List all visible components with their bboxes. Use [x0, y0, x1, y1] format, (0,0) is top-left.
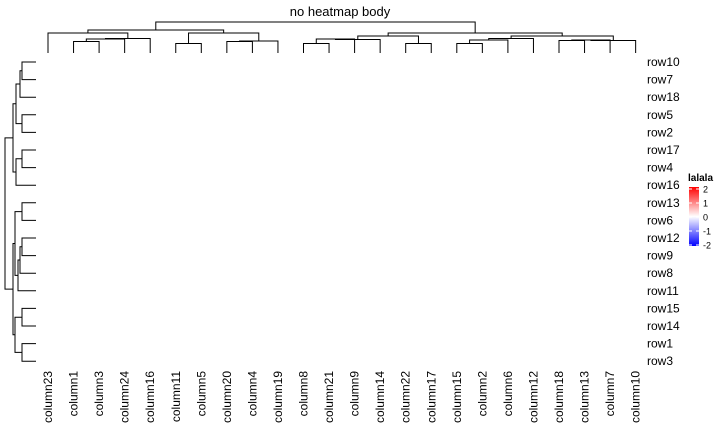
column-label: column7 [603, 371, 617, 417]
column-label: column18 [552, 371, 566, 423]
column-label: column16 [143, 371, 157, 423]
row-label: row11 [647, 284, 679, 298]
dendrogram-branch [571, 39, 611, 53]
column-dendrogram [47, 21, 637, 53]
column-label: column13 [578, 371, 592, 423]
dendrogram-branch [558, 40, 586, 53]
legend-tick-label: 0 [703, 213, 708, 223]
dendrogram-branch [47, 32, 129, 53]
dendrogram-branch [456, 43, 483, 53]
row-label: row18 [647, 90, 680, 104]
row-label: row6 [647, 213, 673, 227]
row-dendrogram [4, 61, 36, 362]
column-label: column20 [220, 371, 234, 423]
dendrogram-branch [21, 149, 36, 169]
dendrogram-branch [590, 40, 637, 53]
legend-tick-label: -1 [703, 227, 711, 237]
column-label: column21 [322, 371, 336, 423]
row-label: row8 [647, 266, 673, 280]
column-label: column17 [424, 371, 438, 423]
dendrogram-branch [21, 61, 36, 81]
legend-tick-label: -2 [703, 241, 711, 251]
column-label: column2 [475, 371, 489, 417]
dendrogram-branch [21, 114, 36, 133]
dendrogram-branch [15, 158, 36, 186]
row-label: row14 [647, 319, 680, 333]
dendrogram-branch [104, 38, 151, 53]
column-label: column1 [67, 371, 81, 417]
legend-color-bar [689, 187, 699, 246]
dendrogram-branch [15, 83, 22, 125]
dendrogram-branch [14, 316, 22, 353]
column-label: column3 [92, 371, 106, 417]
column-label: column24 [118, 371, 132, 423]
legend-tick-label: 1 [703, 199, 708, 209]
row-label: row17 [647, 143, 680, 157]
column-label: column22 [399, 371, 413, 423]
legend-title: lalala [688, 173, 713, 184]
dendrogram-branch [155, 21, 476, 33]
dendrogram-branch [4, 137, 13, 290]
dendrogram-branch [175, 43, 202, 53]
column-label: column10 [629, 371, 643, 423]
row-label: row16 [647, 178, 680, 192]
dendrogram-branch [21, 237, 36, 257]
dendrogram-branch [488, 38, 534, 53]
row-label: row10 [647, 55, 680, 69]
row-label: row13 [647, 196, 680, 210]
dendrogram-branch [239, 40, 279, 53]
dendrogram-branch [315, 38, 356, 53]
dendrogram-branch [21, 202, 36, 221]
legend: lalala 2 1 0 -1 -2 [688, 173, 713, 251]
row-label: row5 [647, 108, 673, 122]
row-label: row12 [647, 231, 680, 245]
column-label: column23 [41, 371, 55, 423]
column-label: column8 [297, 371, 311, 417]
column-label: column14 [373, 371, 387, 423]
column-label: column9 [348, 371, 362, 417]
column-label: column4 [245, 371, 259, 417]
column-label: column15 [450, 371, 464, 423]
dendrogram-branch [21, 343, 36, 362]
column-labels: column23 column1 column3 column24 column16 co… [41, 371, 643, 423]
row-label: row1 [647, 337, 673, 351]
row-label: row4 [647, 161, 673, 175]
dendrogram-branch [21, 307, 36, 327]
row-label: row7 [647, 73, 673, 87]
dendrogram-branch [334, 39, 381, 53]
row-label: row2 [647, 125, 673, 139]
row-label: row3 [647, 354, 673, 368]
dendrogram-branch [303, 43, 330, 53]
dendrogram-branch [73, 41, 100, 53]
column-label: column5 [194, 371, 208, 417]
column-label: column11 [169, 371, 183, 422]
chart-title: no heatmap body [290, 4, 391, 19]
column-label: column6 [501, 371, 515, 417]
row-labels: row10 row7 row18 row5 row2 row17 row4 row16 row1… [647, 55, 680, 368]
dendrogram-branch [405, 43, 432, 53]
dendrogram-branch [469, 39, 509, 53]
column-label: column19 [271, 371, 285, 423]
dendrogram-branch [17, 259, 36, 292]
dendrogram-branch [226, 41, 253, 53]
row-label: row9 [647, 249, 673, 263]
legend-tick-label: 2 [703, 185, 708, 195]
row-label: row15 [647, 301, 680, 315]
column-label: column12 [526, 371, 540, 423]
